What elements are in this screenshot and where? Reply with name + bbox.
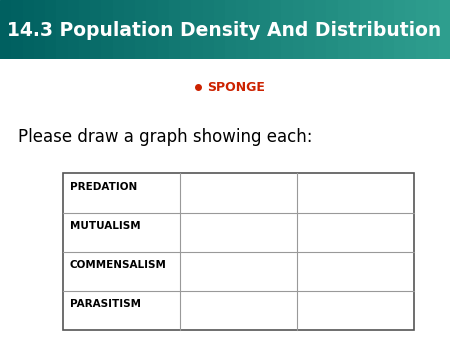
Bar — [439, 0, 450, 59]
Bar — [158, 0, 169, 59]
Text: PARASITISM: PARASITISM — [70, 299, 141, 309]
Bar — [63, 173, 414, 330]
Bar — [180, 0, 191, 59]
Bar — [225, 0, 236, 59]
Bar — [292, 0, 304, 59]
Bar — [202, 0, 214, 59]
Bar — [236, 0, 248, 59]
Bar — [169, 0, 180, 59]
Bar — [101, 0, 112, 59]
Bar — [270, 0, 281, 59]
Bar — [315, 0, 326, 59]
Bar — [371, 0, 382, 59]
Text: PREDATION: PREDATION — [70, 182, 137, 192]
Bar — [394, 0, 405, 59]
Bar — [79, 0, 90, 59]
Bar — [416, 0, 427, 59]
Bar — [11, 0, 22, 59]
Bar — [146, 0, 158, 59]
Bar — [45, 0, 56, 59]
Text: 14.3 Population Density And Distribution: 14.3 Population Density And Distribution — [7, 21, 441, 40]
Bar — [56, 0, 68, 59]
Bar — [191, 0, 202, 59]
Text: Please draw a graph showing each:: Please draw a graph showing each: — [18, 128, 312, 146]
Bar — [360, 0, 371, 59]
Bar — [214, 0, 225, 59]
Bar — [124, 0, 135, 59]
Bar — [338, 0, 349, 59]
Bar — [90, 0, 101, 59]
Bar — [428, 0, 439, 59]
Bar — [281, 0, 292, 59]
Bar — [405, 0, 416, 59]
Bar — [0, 0, 11, 59]
Bar — [68, 0, 79, 59]
Bar — [135, 0, 146, 59]
Text: COMMENSALISM: COMMENSALISM — [70, 260, 166, 270]
Bar — [112, 0, 124, 59]
Text: SPONGE: SPONGE — [207, 80, 265, 94]
Bar — [349, 0, 360, 59]
Text: MUTUALISM: MUTUALISM — [70, 221, 140, 231]
Bar — [248, 0, 259, 59]
Bar — [34, 0, 45, 59]
Bar — [326, 0, 338, 59]
Bar — [304, 0, 315, 59]
Bar — [22, 0, 34, 59]
Bar — [259, 0, 270, 59]
Bar — [382, 0, 394, 59]
